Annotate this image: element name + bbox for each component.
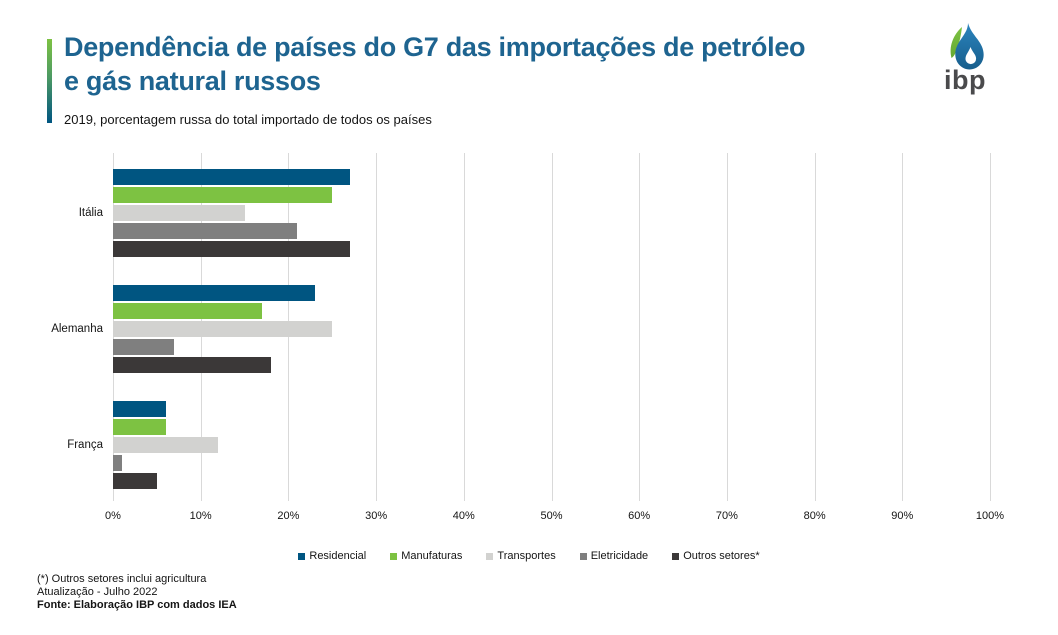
x-axis-tick-label: 90%	[891, 510, 914, 522]
legend-swatch-icon	[298, 552, 306, 560]
x-axis-tick-label: 30%	[365, 510, 388, 522]
bar	[113, 473, 157, 489]
x-axis-tick-label: 80%	[803, 510, 826, 522]
bar-group: França	[67, 401, 990, 489]
x-axis-tick-label: 70%	[715, 510, 738, 522]
x-axis-tick-label: 0%	[105, 510, 121, 522]
logo-leaf-green	[950, 27, 962, 58]
legend-swatch-icon	[672, 552, 680, 560]
legend: Residencial Manufaturas Transportes Eletric…	[0, 550, 1058, 562]
gridline	[902, 153, 904, 501]
x-axis-tick-label: 60%	[628, 510, 651, 522]
gridline	[639, 153, 641, 501]
bar	[113, 357, 271, 373]
bar	[113, 321, 333, 337]
category-label: França	[67, 439, 103, 451]
ibp-logo: ibp	[922, 22, 1008, 102]
legend-item: Manufaturas	[390, 550, 462, 562]
category-label: Alemanha	[51, 323, 103, 335]
plot-area: Itália Alemanha França	[51, 153, 991, 501]
x-axis-tick-label: 100%	[975, 510, 1005, 522]
legend-label: Transportes	[497, 550, 556, 562]
footnote-asterisk: (*) Outros setores inclui agricultura	[37, 573, 207, 585]
bar	[113, 223, 298, 239]
x-axis: 0% 10% 20% 30% 40% 50% 60% 70% 80% 90% 100%	[105, 510, 1004, 524]
bar	[113, 241, 350, 257]
category-label: Itália	[78, 207, 103, 219]
legend-item: Residencial	[298, 550, 366, 562]
page-title-line2: e gás natural russos	[64, 66, 321, 96]
gridline	[814, 153, 816, 501]
bar	[113, 437, 219, 453]
bar	[113, 205, 245, 221]
legend-label: Manufaturas	[401, 550, 463, 562]
page-title-line1: Dependência de países do G7 das importaç…	[64, 32, 806, 62]
x-axis-tick-label: 20%	[277, 510, 300, 522]
gridline	[463, 153, 465, 501]
footnote-source: Fonte: Elaboração IBP com dados IEA	[37, 599, 237, 611]
bar	[113, 401, 166, 417]
bar	[113, 339, 175, 355]
page-subtitle: 2019, porcentagem russa do total importa…	[64, 112, 432, 127]
gridline	[551, 153, 553, 501]
x-axis-tick-label: 50%	[540, 510, 563, 522]
bar	[113, 303, 263, 319]
bar-group: Alemanha	[51, 285, 990, 373]
bar	[113, 455, 122, 471]
logo-drop-blue	[955, 23, 984, 70]
gridline	[376, 153, 378, 501]
title-accent-bar	[47, 39, 52, 123]
gridline	[726, 153, 728, 501]
legend-item: Transportes	[486, 550, 556, 562]
legend-label: Eletricidade	[590, 550, 649, 562]
x-axis-tick-label: 40%	[452, 510, 475, 522]
legend-item: Outros setores*	[672, 550, 760, 562]
legend-swatch-icon	[390, 552, 398, 560]
bar	[113, 285, 315, 301]
footnotes: (*) Outros setores inclui agricultura At…	[37, 573, 237, 612]
legend-swatch-icon	[486, 552, 494, 560]
x-axis-tick-label: 10%	[189, 510, 212, 522]
footnote-update-date: Atualização - Julho 2022	[37, 586, 158, 598]
bar	[113, 419, 166, 435]
bar	[113, 187, 333, 203]
legend-label: Residencial	[309, 550, 367, 562]
flame-drop-icon	[950, 23, 984, 70]
bar-group: Itália	[79, 169, 990, 257]
page-title: Dependência de países do G7 das importaç…	[64, 30, 806, 98]
legend-item: Eletricidade	[579, 550, 649, 562]
logo-wordmark: ibp	[944, 65, 986, 95]
bar	[113, 169, 350, 185]
legend-swatch-icon	[579, 552, 587, 560]
gridline	[990, 153, 991, 501]
bar-groups: Itália Alemanha França	[51, 153, 990, 501]
legend-label: Outros setores*	[683, 550, 760, 562]
